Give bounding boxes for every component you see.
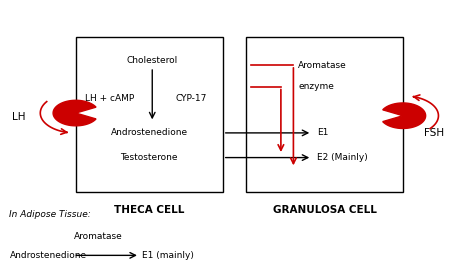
Text: E1: E1 <box>317 128 328 138</box>
Text: Aromatase: Aromatase <box>73 232 122 241</box>
Text: enzyme: enzyme <box>298 82 334 91</box>
Text: E2 (Mainly): E2 (Mainly) <box>317 153 368 162</box>
Text: Androstenedione: Androstenedione <box>111 128 188 138</box>
Text: LH + cAMP: LH + cAMP <box>85 94 135 103</box>
Text: FSH: FSH <box>424 128 444 138</box>
Polygon shape <box>53 100 96 126</box>
Text: THECA CELL: THECA CELL <box>114 205 184 215</box>
Text: E1 (mainly): E1 (mainly) <box>142 251 194 260</box>
Text: In Adipose Tissue:: In Adipose Tissue: <box>9 210 91 219</box>
FancyBboxPatch shape <box>246 37 403 192</box>
FancyBboxPatch shape <box>76 37 223 192</box>
Text: Testosterone: Testosterone <box>120 153 178 162</box>
Text: GRANULOSA CELL: GRANULOSA CELL <box>273 205 377 215</box>
Text: Cholesterol: Cholesterol <box>127 56 178 65</box>
Text: Aromatase: Aromatase <box>298 60 347 69</box>
Text: LH: LH <box>12 112 25 122</box>
Text: CYP-17: CYP-17 <box>176 94 207 103</box>
Text: Androstenedione: Androstenedione <box>9 251 87 260</box>
Polygon shape <box>383 103 426 128</box>
